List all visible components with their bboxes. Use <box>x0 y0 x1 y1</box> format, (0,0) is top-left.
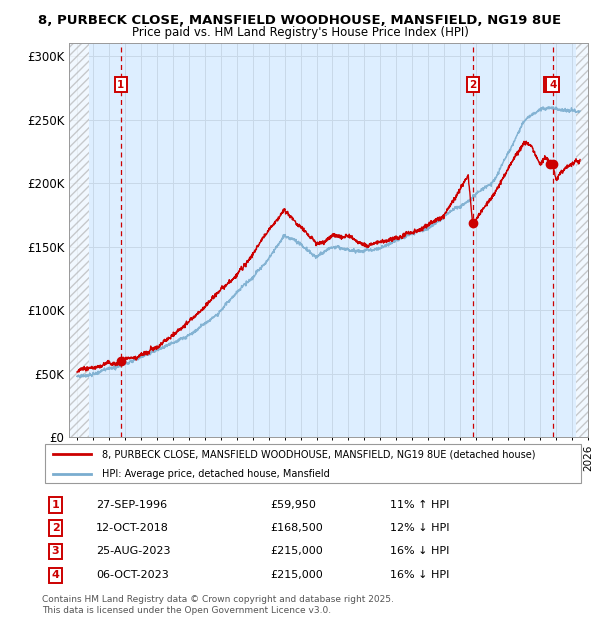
Text: 12-OCT-2018: 12-OCT-2018 <box>97 523 169 533</box>
Text: 12% ↓ HPI: 12% ↓ HPI <box>389 523 449 533</box>
Text: 2: 2 <box>52 523 59 533</box>
Text: £215,000: £215,000 <box>270 546 323 556</box>
Text: Price paid vs. HM Land Registry's House Price Index (HPI): Price paid vs. HM Land Registry's House … <box>131 26 469 39</box>
Text: 16% ↓ HPI: 16% ↓ HPI <box>389 570 449 580</box>
Text: 25-AUG-2023: 25-AUG-2023 <box>97 546 171 556</box>
Text: 11% ↑ HPI: 11% ↑ HPI <box>389 500 449 510</box>
Text: £215,000: £215,000 <box>270 570 323 580</box>
Text: £168,500: £168,500 <box>270 523 323 533</box>
Bar <box>576 43 588 437</box>
FancyBboxPatch shape <box>45 445 581 483</box>
Text: 1: 1 <box>117 80 125 90</box>
Bar <box>69 43 89 437</box>
Text: Contains HM Land Registry data © Crown copyright and database right 2025.: Contains HM Land Registry data © Crown c… <box>42 595 394 604</box>
Text: HPI: Average price, detached house, Mansfield: HPI: Average price, detached house, Mans… <box>102 469 329 479</box>
Text: £59,950: £59,950 <box>270 500 316 510</box>
Text: 3: 3 <box>52 546 59 556</box>
Text: 3: 3 <box>547 80 554 90</box>
Text: 8, PURBECK CLOSE, MANSFIELD WOODHOUSE, MANSFIELD, NG19 8UE: 8, PURBECK CLOSE, MANSFIELD WOODHOUSE, M… <box>38 14 562 27</box>
Text: 4: 4 <box>549 80 556 90</box>
Text: 4: 4 <box>52 570 59 580</box>
Text: 06-OCT-2023: 06-OCT-2023 <box>97 570 169 580</box>
Text: 8, PURBECK CLOSE, MANSFIELD WOODHOUSE, MANSFIELD, NG19 8UE (detached house): 8, PURBECK CLOSE, MANSFIELD WOODHOUSE, M… <box>102 450 535 459</box>
Text: 27-SEP-1996: 27-SEP-1996 <box>97 500 167 510</box>
Text: 2: 2 <box>469 80 476 90</box>
Text: 1: 1 <box>52 500 59 510</box>
Text: 16% ↓ HPI: 16% ↓ HPI <box>389 546 449 556</box>
Text: This data is licensed under the Open Government Licence v3.0.: This data is licensed under the Open Gov… <box>42 606 331 616</box>
